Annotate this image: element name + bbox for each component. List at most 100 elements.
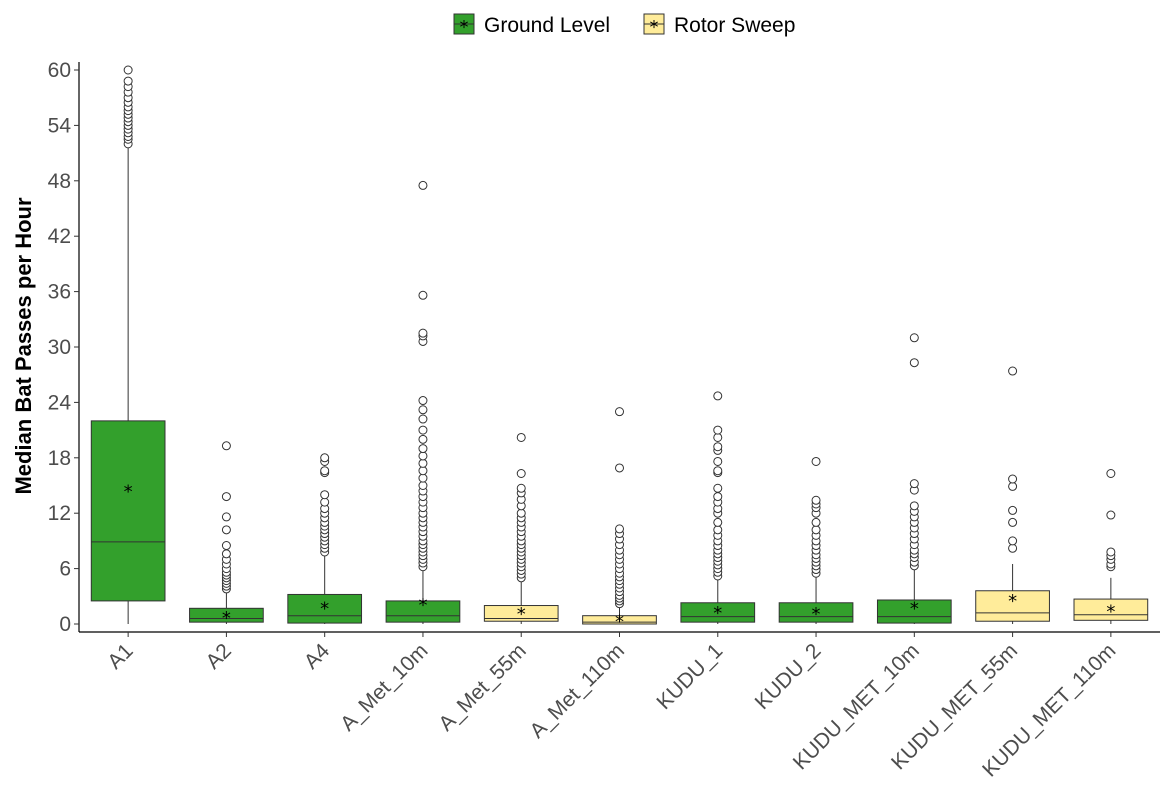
outlier-point <box>418 425 428 435</box>
outlier-point <box>221 541 231 551</box>
outlier-point <box>615 524 624 534</box>
y-tick-label: 54 <box>48 114 72 137</box>
y-tick-label: 24 <box>48 391 72 414</box>
outlier-point <box>123 65 133 75</box>
outlier-point <box>1106 547 1116 557</box>
outlier-point <box>516 508 526 518</box>
y-tick-label: 30 <box>48 336 71 359</box>
outlier-point <box>418 180 428 190</box>
x-tick-label: A4 <box>300 639 335 674</box>
outlier-point <box>1008 366 1018 376</box>
outlier-point <box>1008 543 1018 553</box>
x-tick-label: A2 <box>202 639 236 673</box>
outlier-point <box>909 358 919 368</box>
box-kudu-met-55m: * <box>975 366 1050 624</box>
outlier-point <box>811 525 821 535</box>
mean-marker: * <box>713 603 722 624</box>
outlier-point <box>123 76 133 86</box>
outlier-point <box>713 442 723 452</box>
outlier-point <box>713 517 723 527</box>
outlier-point <box>713 483 723 493</box>
box-a-met-55m: * <box>483 432 559 625</box>
box-a-met-110m: * <box>582 407 657 632</box>
y-tick-label: 12 <box>48 502 71 525</box>
outlier-point <box>221 441 231 451</box>
outlier-point <box>615 463 624 473</box>
box-kudu-1: * <box>680 391 756 624</box>
box-body <box>90 420 166 602</box>
x-tick-label: A_Met_55m <box>434 639 530 735</box>
legend-star-rotor-sweep: * <box>650 17 659 38</box>
box-body <box>778 602 854 623</box>
outlier-point <box>320 490 330 500</box>
y-tick-label: 60 <box>48 59 71 82</box>
outlier-point <box>811 517 821 527</box>
box-body <box>680 602 756 623</box>
box-kudu-met-110m: * <box>1073 468 1149 624</box>
outlier-point <box>418 444 428 454</box>
outlier-point <box>221 492 231 502</box>
outlier-point <box>1008 474 1018 484</box>
outlier-point <box>713 425 723 435</box>
outlier-point <box>909 479 919 489</box>
y-tick-label: 36 <box>48 281 71 304</box>
y-tick-label: 48 <box>48 170 71 193</box>
box-body <box>483 605 559 622</box>
outlier-point <box>418 414 428 424</box>
outlier-point <box>713 456 723 466</box>
outlier-point <box>418 290 428 300</box>
outlier-point <box>418 458 428 468</box>
mean-marker: * <box>418 595 427 616</box>
outlier-point <box>418 473 428 483</box>
box-a1: * <box>90 65 166 624</box>
mean-marker: * <box>910 599 919 620</box>
y-tick-label: 6 <box>59 558 71 581</box>
outlier-point <box>1008 505 1018 515</box>
x-tick-label: KUDU_1 <box>652 639 727 714</box>
outlier-point <box>418 466 428 476</box>
box-a2: * <box>189 441 264 629</box>
box-body <box>385 600 461 623</box>
y-axis-title: Median Bat Passes per Hour <box>11 197 36 495</box>
box-a-met-10m: * <box>385 180 461 624</box>
box-body <box>975 590 1050 622</box>
outlier-point <box>713 492 723 502</box>
y-tick-label: 0 <box>59 613 71 636</box>
mean-marker: * <box>1008 591 1017 612</box>
outlier-point <box>320 466 330 476</box>
x-tick-label: A_Met_110m <box>526 639 629 742</box>
outlier-point <box>713 525 723 535</box>
mean-marker: * <box>1106 601 1115 622</box>
outlier-point <box>1008 481 1018 491</box>
x-tick-label: KUDU_2 <box>751 639 826 714</box>
outlier-point <box>320 497 330 507</box>
outlier-point <box>221 549 231 559</box>
box-body <box>582 615 657 625</box>
outlier-point <box>811 495 821 505</box>
outlier-point <box>418 434 428 444</box>
outlier-point <box>1106 468 1116 478</box>
legend-label-ground-level: Ground Level <box>484 14 610 37</box>
legend-label-rotor-sweep: Rotor Sweep <box>674 14 795 37</box>
outlier-point <box>418 405 428 415</box>
box-body <box>287 593 363 624</box>
mean-marker: * <box>517 604 526 625</box>
outlier-point <box>1008 536 1018 546</box>
box-a4: * <box>287 453 363 624</box>
legend: * Ground Level * Rotor Sweep <box>453 13 795 38</box>
box-body <box>876 599 952 624</box>
outlier-point <box>221 512 231 522</box>
outlier-point <box>713 432 723 442</box>
mean-marker: * <box>124 481 133 502</box>
outlier-point <box>713 466 723 476</box>
mean-marker: * <box>222 608 231 629</box>
outlier-point <box>516 483 526 493</box>
y-tick-label: 42 <box>48 225 71 248</box>
box-kudu-2: * <box>778 456 854 625</box>
outlier-point <box>418 481 428 490</box>
outlier-point <box>516 468 526 478</box>
outlier-point <box>1106 510 1116 520</box>
outlier-point <box>418 328 428 338</box>
